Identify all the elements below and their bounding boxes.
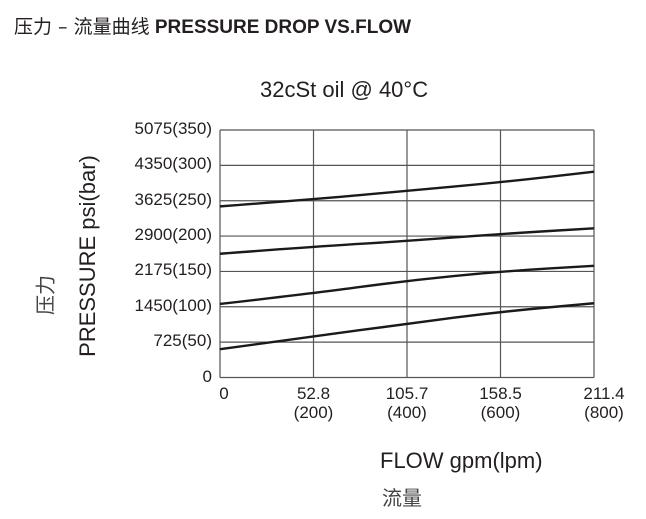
x-tick-label: 158.5 (600) [479,384,522,422]
x-tick-lpm: (400) [387,403,427,422]
x-tick-lpm: (800) [584,403,624,422]
x-axis-title-cn: 流量 [382,486,422,510]
curves [219,170,595,351]
x-tick-gpm: 52.8 [296,384,331,403]
x-tick-gpm: 105.7 [385,384,429,403]
x-tick-gpm: 211.4 [583,384,625,403]
x-tick-lpm: (600) [480,403,521,422]
y-tick-label: 2175(150) [134,260,212,280]
y-tick-label: 1450(100) [134,295,212,315]
grid-lines [219,129,595,379]
pressure-curve [219,264,595,306]
pressure-curve [219,227,595,255]
chart-title: 32cSt oil @ 40°C [260,77,429,102]
x-tick-label: 52.8 (200) [294,384,334,422]
page-title-en: PRESSURE DROP VS.FLOW [154,17,412,38]
x-tick-label: 105.7 (400) [386,384,429,422]
x-tick-label: 211.4 (800) [583,384,624,422]
y-tick-label: 4350(300) [134,154,212,174]
x-tick-lpm: (200) [293,403,334,422]
pressure-curve [219,170,595,208]
y-tick-label: 0 [202,366,212,386]
x-tick-gpm: 158.5 [479,384,522,403]
y-tick-label: 3625(250) [134,189,212,209]
x-axis-title: FLOW gpm(lpm) [380,448,543,473]
x-tick-label: 0 [219,384,228,403]
x-tick-gpm: 0 [219,384,229,403]
page-title: 压力 – 流量曲线 PRESSURE DROP VS.FLOW [14,12,411,39]
y-tick-label: 725(50) [153,331,212,351]
page-title-cn: 压力 – 流量曲线 [14,16,150,38]
pressure-curve [219,302,595,351]
y-tick-label: 2900(200) [134,225,212,245]
y-tick-label: 5075(350) [134,119,212,138]
